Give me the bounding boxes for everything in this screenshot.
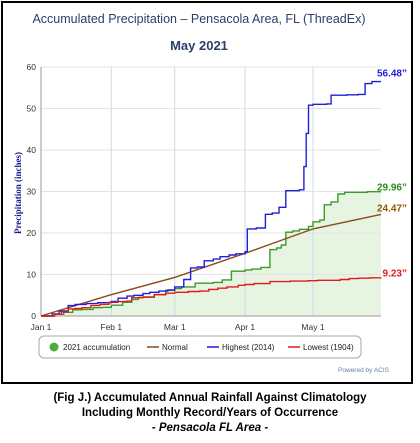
legend-label: 2021 accumulation bbox=[63, 343, 130, 352]
x-tick-label: Jan 1 bbox=[31, 322, 52, 332]
caption-line-2: Including Monthly Record/Years of Occurr… bbox=[81, 407, 339, 419]
chart-frame: Accumulated Precipitation – Pensacola Ar… bbox=[1, 1, 413, 384]
end-value-label: 56.48” bbox=[377, 69, 407, 80]
y-tick-label: 20 bbox=[27, 228, 37, 238]
chart-title: Accumulated Precipitation – Pensacola Ar… bbox=[32, 12, 365, 26]
series-line-normal bbox=[40, 213, 382, 317]
legend-label: Highest (2014) bbox=[222, 343, 275, 352]
legend-label: Lowest (1904) bbox=[303, 343, 354, 352]
y-tick-label: 50 bbox=[27, 104, 37, 114]
credit-text: Powered by ACIS bbox=[338, 367, 390, 374]
end-value-label: 9.23” bbox=[383, 269, 407, 280]
x-tick-label: Feb 1 bbox=[100, 322, 122, 332]
legend-label: Normal bbox=[162, 343, 188, 352]
legend-marker-2021 bbox=[49, 342, 59, 352]
legend-box bbox=[38, 335, 362, 359]
x-tick-label: May 1 bbox=[301, 322, 324, 332]
chart-subtitle: May 2021 bbox=[170, 38, 228, 53]
caption-line-1: (Fig J.) Accumulated Annual Rainfall Aga… bbox=[53, 392, 367, 404]
y-tick-label: 40 bbox=[27, 145, 37, 155]
end-value-label: 24.47” bbox=[377, 203, 407, 214]
end-value-label: 29.96” bbox=[377, 183, 407, 194]
y-tick-label: 30 bbox=[27, 187, 37, 197]
x-tick-label: Mar 1 bbox=[164, 322, 186, 332]
chart: Accumulated Precipitation – Pensacola Ar… bbox=[13, 12, 407, 374]
y-tick-label: 0 bbox=[31, 311, 36, 321]
y-tick-label: 10 bbox=[27, 270, 37, 280]
y-tick-label: 60 bbox=[27, 62, 37, 72]
series-line-2021-accumulation bbox=[41, 191, 381, 317]
x-tick-label: Apr 1 bbox=[235, 322, 256, 332]
y-axis-label: Precipitation (inches) bbox=[13, 152, 23, 234]
caption-line-3: - Pensacola FL Area - bbox=[151, 422, 269, 434]
legend: 2021 accumulation Normal Highest (2014) Low… bbox=[38, 335, 362, 359]
area-2021-fill bbox=[41, 191, 381, 316]
series-line-lowest-1904 bbox=[41, 277, 382, 317]
